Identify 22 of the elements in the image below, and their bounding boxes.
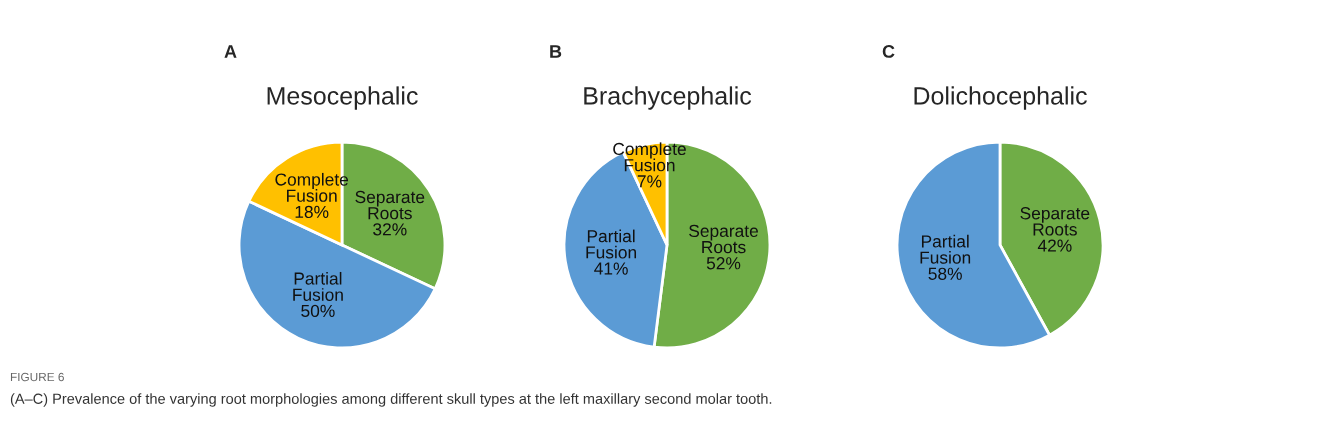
data-label: 58% (928, 267, 962, 280)
slice-label: Separate Roots (689, 224, 758, 254)
data-label: 50% (301, 304, 335, 318)
data-label: 7% (637, 175, 662, 188)
text: B (550, 45, 562, 58)
text: C (882, 45, 895, 58)
caption: FIGURE 6 (10, 372, 64, 382)
slice-label: Partial Fusion (586, 229, 637, 259)
data-label: 42% (1037, 239, 1072, 252)
slice-label: Partial Fusion (920, 234, 971, 264)
data-label: 52% (706, 257, 741, 270)
chart-title: Mesocephalic (267, 86, 418, 110)
text: (A–C) Prevalence of the varying root morphologies among different skull types at the left maxillary second molar tooth. (10, 393, 772, 407)
chart-title: Dolichocephalic (914, 86, 1087, 110)
chart-title: Brachycephalic (584, 86, 752, 110)
slice-label: Separate Roots (1020, 207, 1090, 236)
text: A (224, 45, 237, 58)
slice-label: Separate Roots (355, 190, 425, 220)
data-label: 32% (373, 223, 407, 236)
slice-label: Partial Fusion (293, 271, 343, 301)
data-label: 18% (295, 205, 329, 219)
data-label: 41% (594, 262, 628, 275)
